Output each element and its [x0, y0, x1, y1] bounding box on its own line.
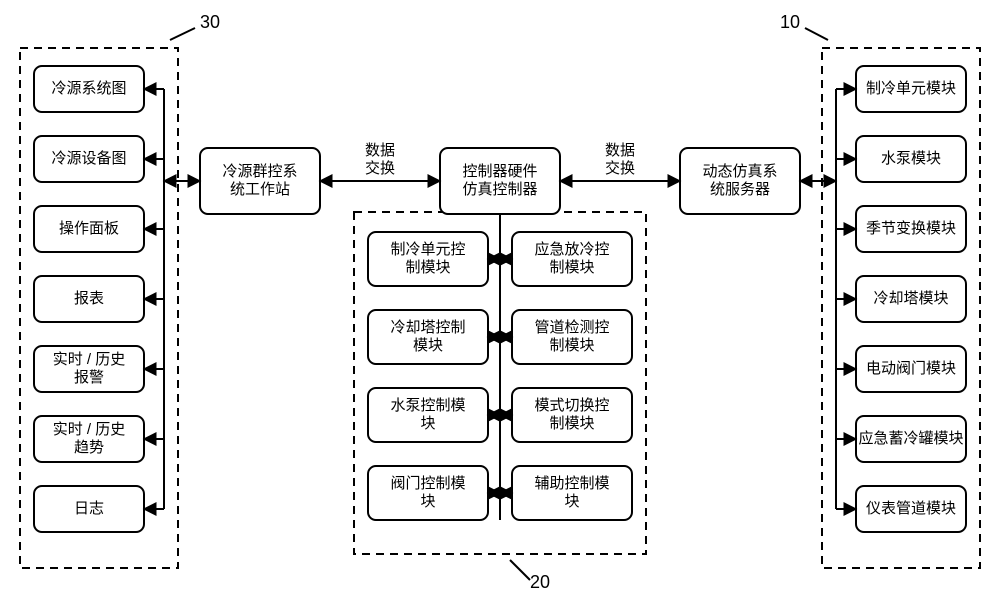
svg-text:制模块: 制模块	[549, 415, 594, 432]
svg-text:制冷单元控: 制冷单元控	[390, 241, 465, 258]
svg-text:冷却塔控制: 冷却塔控制	[390, 319, 465, 336]
svg-text:仪表管道模块: 仪表管道模块	[866, 500, 956, 517]
svg-text:数据: 数据	[605, 142, 635, 159]
group-label-g30: 30	[200, 12, 220, 32]
svg-text:模块: 模块	[413, 337, 443, 354]
svg-text:制模块: 制模块	[549, 259, 594, 276]
svg-text:制模块: 制模块	[405, 259, 450, 276]
svg-text:统服务器: 统服务器	[710, 181, 770, 198]
svg-text:管道检测控: 管道检测控	[534, 319, 609, 336]
svg-text:数据: 数据	[365, 142, 395, 159]
svg-text:仿真控制器: 仿真控制器	[462, 180, 537, 198]
svg-text:辅助控制模: 辅助控制模	[534, 475, 609, 492]
svg-text:季节变换模块: 季节变换模块	[866, 220, 956, 237]
svg-text:水泵控制模: 水泵控制模	[390, 397, 465, 414]
diagram-canvas: 302010冷源系统图冷源设备图操作面板报表实时 / 历史报警实时 / 历史趋势…	[0, 0, 1000, 599]
svg-text:统工作站: 统工作站	[230, 181, 290, 198]
svg-text:冷源设备图: 冷源设备图	[51, 150, 126, 167]
svg-text:动态仿真系: 动态仿真系	[702, 162, 777, 180]
svg-text:块: 块	[564, 493, 579, 510]
svg-text:应急蓄冷罐模块: 应急蓄冷罐模块	[858, 429, 963, 447]
svg-text:冷却塔模块: 冷却塔模块	[873, 290, 948, 307]
svg-text:水泵模块: 水泵模块	[881, 150, 941, 167]
svg-text:交换: 交换	[365, 159, 395, 177]
svg-text:报警: 报警	[74, 369, 104, 386]
svg-text:应急放冷控: 应急放冷控	[534, 240, 609, 258]
svg-text:块: 块	[420, 415, 435, 432]
svg-text:块: 块	[420, 493, 435, 510]
svg-text:冷源系统图: 冷源系统图	[51, 80, 126, 97]
group-label-g10: 10	[780, 12, 800, 32]
svg-text:电动阀门模块: 电动阀门模块	[866, 360, 956, 377]
svg-text:阀门控制模: 阀门控制模	[390, 475, 465, 492]
svg-text:控制器硬件: 控制器硬件	[462, 163, 537, 180]
svg-text:冷源群控系: 冷源群控系	[222, 163, 297, 180]
svg-text:日志: 日志	[74, 500, 104, 517]
svg-text:实时 / 历史: 实时 / 历史	[53, 351, 126, 368]
svg-text:实时 / 历史: 实时 / 历史	[53, 421, 126, 438]
group-label-g20: 20	[530, 572, 550, 592]
svg-text:制模块: 制模块	[549, 337, 594, 354]
svg-text:模式切换控: 模式切换控	[534, 397, 609, 414]
svg-text:制冷单元模块: 制冷单元模块	[866, 80, 956, 97]
svg-text:趋势: 趋势	[74, 439, 104, 456]
svg-text:报表: 报表	[74, 290, 104, 307]
svg-text:交换: 交换	[605, 159, 635, 177]
svg-text:操作面板: 操作面板	[59, 219, 119, 237]
